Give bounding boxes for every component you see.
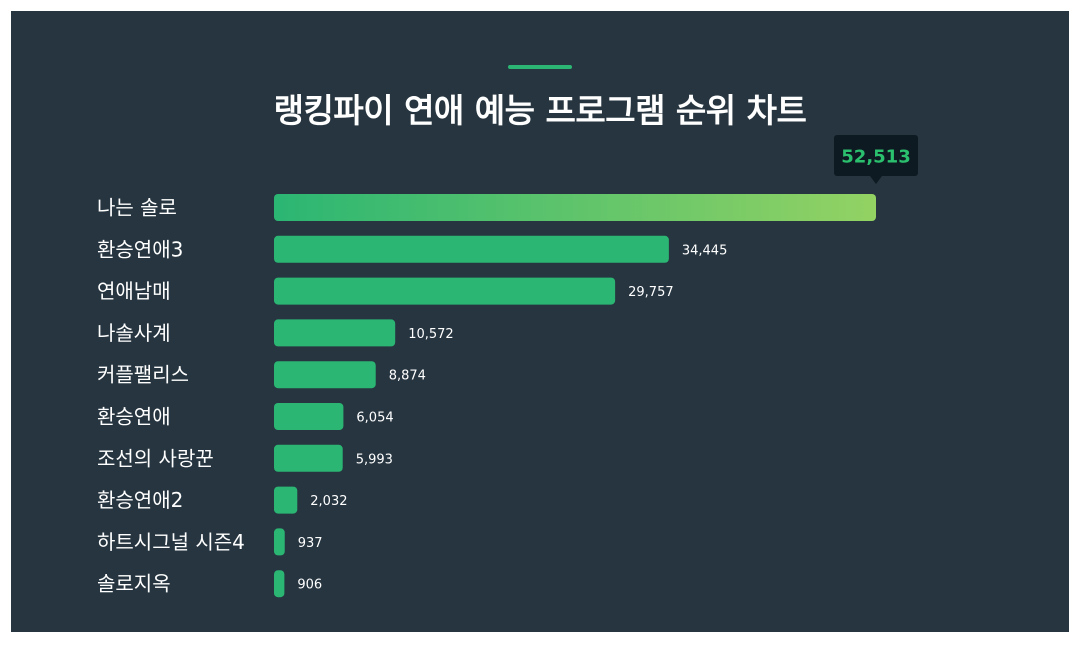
category-label: 하트시그널 시즌4 — [97, 530, 245, 554]
bar — [274, 528, 285, 556]
value-label: 8,874 — [389, 369, 426, 384]
value-label: 5,993 — [356, 452, 393, 467]
title-accent-line — [508, 65, 572, 69]
bar — [274, 486, 298, 514]
value-label: 2,032 — [310, 494, 347, 509]
category-label: 환승연애 — [97, 405, 171, 429]
tooltip-pointer — [870, 176, 882, 184]
category-label: 나는 솔로 — [97, 196, 177, 220]
category-label: 나솔사계 — [97, 321, 171, 345]
chart-title: 랭킹파이 연애 예능 프로그램 순위 차트 — [273, 91, 807, 130]
category-label: 환승연애3 — [97, 237, 183, 261]
value-label: 6,054 — [356, 411, 393, 426]
category-label: 솔로지옥 — [97, 572, 171, 596]
category-label: 연애남매 — [97, 279, 171, 303]
bar — [274, 319, 396, 347]
bar — [274, 570, 285, 598]
bar — [274, 444, 343, 472]
category-label: 커플팰리스 — [97, 363, 189, 387]
category-label: 환승연애2 — [97, 488, 183, 512]
bar — [274, 361, 376, 389]
bar — [274, 277, 616, 305]
value-label: 906 — [297, 578, 322, 593]
category-label: 조선의 사랑꾼 — [97, 446, 214, 470]
value-label: 10,572 — [408, 327, 454, 342]
value-label: 34,445 — [682, 243, 728, 258]
chart-panel — [11, 11, 1069, 632]
value-label: 29,757 — [628, 285, 674, 300]
tooltip-box — [834, 135, 918, 176]
tooltip-value: 52,513 — [841, 147, 910, 168]
bar — [274, 235, 669, 263]
bar — [274, 403, 344, 430]
bar — [274, 194, 876, 221]
value-label: 937 — [298, 536, 323, 551]
